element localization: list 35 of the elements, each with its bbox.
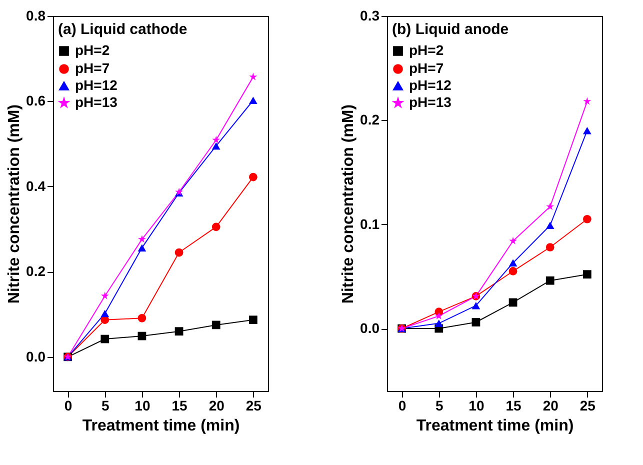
y-axis-title: Nitrite concentration (mM) xyxy=(6,104,24,304)
x-tick-label: 20 xyxy=(542,398,559,414)
x-tick-label: 20 xyxy=(208,398,225,414)
legend-label: pH=13 xyxy=(75,94,118,110)
y-tick-label: 0.6 xyxy=(26,92,46,109)
y-tick-label: 0.2 xyxy=(360,112,380,128)
chart-title: (b) Liquid anode xyxy=(392,21,509,38)
x-tick-label: 10 xyxy=(134,398,150,414)
x-tick-label: 0 xyxy=(398,398,406,414)
y-tick-label: 0.0 xyxy=(26,348,46,364)
x-tick-label: 5 xyxy=(436,398,444,414)
y-tick-label: 0.3 xyxy=(360,8,380,24)
legend-label: pH=12 xyxy=(75,77,118,93)
x-tick-label: 10 xyxy=(468,398,484,414)
x-tick-label: 25 xyxy=(246,398,262,414)
x-axis-title: Treatment time (min) xyxy=(416,418,574,434)
chart-title: (a) Liquid cathode xyxy=(58,21,188,38)
x-tick-label: 25 xyxy=(580,398,596,414)
legend-label: pH=2 xyxy=(409,42,444,58)
y-tick-label: 0.8 xyxy=(26,8,46,24)
y-axis-title: Nitrite concentration (mM) xyxy=(340,104,358,304)
x-tick-label: 15 xyxy=(172,398,188,414)
legend-label: pH=13 xyxy=(409,94,452,110)
legend-label: pH=12 xyxy=(409,77,452,93)
legend-label: pH=7 xyxy=(75,60,110,76)
y-tick-label: 0.2 xyxy=(26,263,46,280)
legend-label: pH=2 xyxy=(75,42,110,58)
y-tick-label: 0.0 xyxy=(360,320,380,336)
x-tick-label: 5 xyxy=(102,398,110,414)
x-axis-title: Treatment time (min) xyxy=(82,418,240,434)
y-tick-label: 0.4 xyxy=(26,178,46,194)
x-tick-label: 0 xyxy=(64,398,72,414)
legend-label: pH=7 xyxy=(409,60,444,76)
x-tick-label: 15 xyxy=(506,398,522,414)
y-tick-label: 0.1 xyxy=(360,216,380,232)
